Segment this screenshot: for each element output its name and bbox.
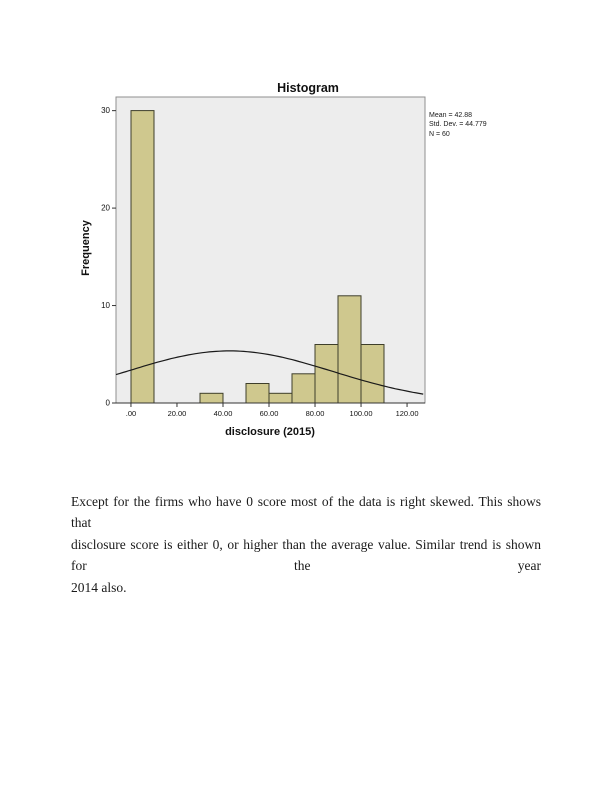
y-tick-label: 10: [101, 301, 110, 310]
histogram-figure: 0 10 20 30 .00 20.00 40.00 60.00 80.00 100.00 120.…: [60, 72, 540, 444]
x-tick-label: 80.00: [306, 409, 325, 418]
histogram-bar: [360, 344, 385, 404]
x-axis-title: disclosure (2015): [225, 426, 315, 438]
histogram-bar: [245, 383, 270, 404]
chart-title: Histogram: [277, 81, 339, 95]
histogram-bar: [268, 392, 293, 404]
histogram-bar: [337, 295, 362, 404]
plot-layer: 0 10 20 30 .00 20.00 40.00 60.00 80.00 100.00 120.…: [101, 96, 426, 418]
paragraph-line: Except for the firms who have 0 score mo…: [71, 494, 541, 531]
histogram-bar: [199, 392, 224, 404]
stats-legend: Mean = 42.88 Std. Dev. = 44.779 N = 60: [429, 111, 519, 139]
y-tick-label: 20: [101, 204, 110, 213]
y-tick-label: 0: [106, 399, 111, 408]
histogram-chart: 0 10 20 30 .00 20.00 40.00 60.00 80.00 100.00 120.…: [80, 81, 426, 438]
x-tick-label: 60.00: [260, 409, 279, 418]
x-tick-label: .00: [126, 409, 136, 418]
x-tick-label: 20.00: [168, 409, 187, 418]
stat-std-dev: Std. Dev. = 44.779: [429, 121, 487, 129]
x-tick-label: 40.00: [214, 409, 233, 418]
normal-curve: [115, 350, 424, 395]
stat-mean: Mean = 42.88: [429, 112, 473, 119]
body-paragraph: Except for the firms who have 0 score mo…: [71, 491, 541, 598]
histogram-bar: [314, 344, 339, 404]
stat-n: N = 60: [429, 130, 450, 138]
histogram-bar: [291, 373, 316, 404]
paragraph-line: disclosure score is either 0, or higher …: [71, 536, 541, 574]
paragraph-line: 2014 also.: [71, 579, 127, 595]
x-tick-label: 100.00: [350, 409, 373, 418]
y-tick-label: 30: [101, 106, 110, 115]
x-tick-label: 120.00: [396, 409, 419, 418]
histogram-bar: [130, 110, 155, 404]
y-axis-title: Frequency: [80, 219, 92, 276]
